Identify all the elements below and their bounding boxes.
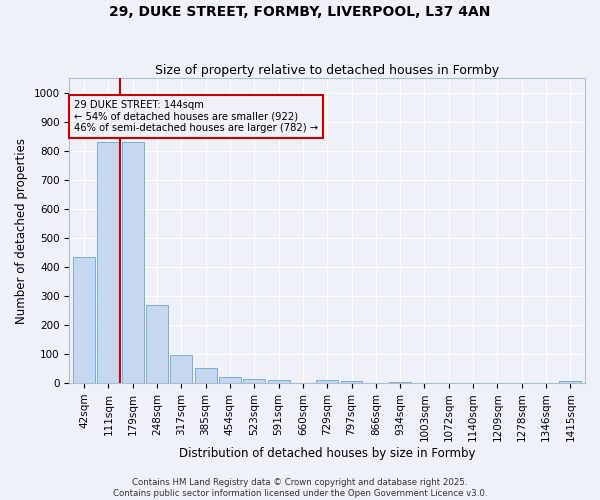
Text: 29 DUKE STREET: 144sqm
← 54% of detached houses are smaller (922)
46% of semi-de: 29 DUKE STREET: 144sqm ← 54% of detached… bbox=[74, 100, 318, 133]
Bar bbox=[243, 378, 265, 383]
Bar bbox=[559, 380, 581, 383]
Bar bbox=[97, 142, 119, 383]
Bar bbox=[219, 376, 241, 383]
Bar bbox=[268, 380, 290, 383]
Bar bbox=[389, 382, 411, 383]
Bar bbox=[341, 380, 362, 383]
Bar bbox=[73, 256, 95, 383]
Bar bbox=[316, 380, 338, 383]
Text: 29, DUKE STREET, FORMBY, LIVERPOOL, L37 4AN: 29, DUKE STREET, FORMBY, LIVERPOOL, L37 … bbox=[109, 5, 491, 19]
Bar bbox=[122, 142, 143, 383]
Bar bbox=[194, 368, 217, 383]
Y-axis label: Number of detached properties: Number of detached properties bbox=[15, 138, 28, 324]
Title: Size of property relative to detached houses in Formby: Size of property relative to detached ho… bbox=[155, 64, 499, 77]
X-axis label: Distribution of detached houses by size in Formby: Distribution of detached houses by size … bbox=[179, 447, 475, 460]
Bar bbox=[146, 304, 168, 383]
Text: Contains HM Land Registry data © Crown copyright and database right 2025.
Contai: Contains HM Land Registry data © Crown c… bbox=[113, 478, 487, 498]
Bar bbox=[170, 356, 192, 383]
